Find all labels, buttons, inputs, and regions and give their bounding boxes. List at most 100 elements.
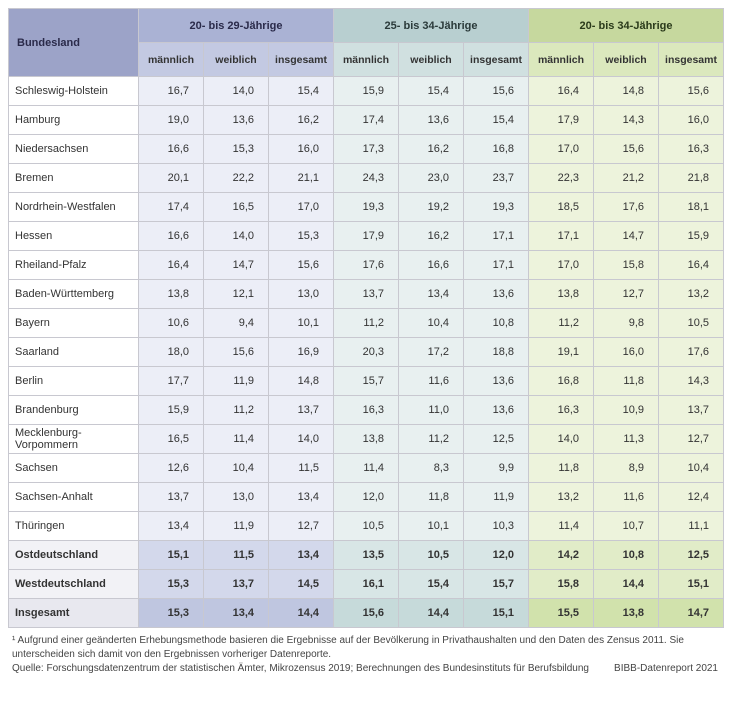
row-label: Insgesamt xyxy=(9,599,139,628)
cell: 11,3 xyxy=(594,425,659,454)
table-row: Saarland18,015,616,920,317,218,819,116,0… xyxy=(9,338,724,367)
cell: 21,8 xyxy=(659,164,724,193)
table-row: Ostdeutschland15,111,513,413,510,512,014… xyxy=(9,541,724,570)
cell: 13,0 xyxy=(204,483,269,512)
cell: 23,7 xyxy=(464,164,529,193)
cell: 11,2 xyxy=(204,396,269,425)
row-label: Hessen xyxy=(9,222,139,251)
cell: 17,0 xyxy=(529,135,594,164)
cell: 13,4 xyxy=(204,599,269,628)
cell: 11,9 xyxy=(464,483,529,512)
cell: 9,9 xyxy=(464,454,529,483)
cell: 17,6 xyxy=(659,338,724,367)
row-label: Nordrhein-Westfalen xyxy=(9,193,139,222)
row-label: Mecklenburg-Vorpommern xyxy=(9,425,139,454)
cell: 16,2 xyxy=(399,222,464,251)
cell: 14,4 xyxy=(594,570,659,599)
cell: 15,4 xyxy=(464,106,529,135)
cell: 14,5 xyxy=(269,570,334,599)
cell: 15,6 xyxy=(269,251,334,280)
cell: 10,4 xyxy=(204,454,269,483)
cell: 10,3 xyxy=(464,512,529,541)
table-row: Hamburg19,013,616,217,413,615,417,914,31… xyxy=(9,106,724,135)
cell: 15,6 xyxy=(464,77,529,106)
cell: 16,8 xyxy=(529,367,594,396)
cell: 11,9 xyxy=(204,512,269,541)
row-label: Niedersachsen xyxy=(9,135,139,164)
cell: 14,0 xyxy=(204,77,269,106)
cell: 17,0 xyxy=(529,251,594,280)
cell: 15,3 xyxy=(269,222,334,251)
cell: 13,5 xyxy=(334,541,399,570)
cell: 17,1 xyxy=(464,251,529,280)
cell: 17,4 xyxy=(334,106,399,135)
cell: 16,4 xyxy=(659,251,724,280)
credit-text: BIBB-Datenreport 2021 xyxy=(614,663,718,674)
cell: 13,4 xyxy=(269,541,334,570)
cell: 16,6 xyxy=(399,251,464,280)
cell: 16,4 xyxy=(139,251,204,280)
cell: 16,1 xyxy=(334,570,399,599)
cell: 11,4 xyxy=(529,512,594,541)
sub-header: insgesamt xyxy=(659,43,724,77)
cell: 15,8 xyxy=(529,570,594,599)
row-label: Baden-Württemberg xyxy=(9,280,139,309)
cell: 23,0 xyxy=(399,164,464,193)
cell: 17,1 xyxy=(464,222,529,251)
cell: 13,2 xyxy=(529,483,594,512)
cell: 9,8 xyxy=(594,309,659,338)
cell: 13,7 xyxy=(269,396,334,425)
cell: 15,1 xyxy=(139,541,204,570)
cell: 17,9 xyxy=(334,222,399,251)
cell: 12,7 xyxy=(594,280,659,309)
cell: 16,2 xyxy=(269,106,334,135)
cell: 16,0 xyxy=(269,135,334,164)
row-label: Berlin xyxy=(9,367,139,396)
row-label: Sachsen xyxy=(9,454,139,483)
cell: 12,7 xyxy=(269,512,334,541)
group-header-3: 20- bis 34-Jährige xyxy=(529,9,724,43)
cell: 11,0 xyxy=(399,396,464,425)
cell: 13,0 xyxy=(269,280,334,309)
cell: 13,8 xyxy=(334,425,399,454)
cell: 15,3 xyxy=(139,599,204,628)
row-label: Thüringen xyxy=(9,512,139,541)
row-label: Saarland xyxy=(9,338,139,367)
cell: 11,1 xyxy=(659,512,724,541)
cell: 11,8 xyxy=(529,454,594,483)
cell: 11,4 xyxy=(204,425,269,454)
sub-header: männlich xyxy=(529,43,594,77)
cell: 16,7 xyxy=(139,77,204,106)
cell: 16,6 xyxy=(139,135,204,164)
cell: 19,1 xyxy=(529,338,594,367)
table-row: Sachsen-Anhalt13,713,013,412,011,811,913… xyxy=(9,483,724,512)
source-text: Quelle: Forschungsdatenzentrum der stati… xyxy=(12,663,589,674)
table-header: Bundesland 20- bis 29-Jährige 25- bis 34… xyxy=(9,9,724,77)
cell: 11,6 xyxy=(594,483,659,512)
footnote: ¹ Aufgrund einer geänderten Erhebungsmet… xyxy=(8,628,722,663)
cell: 13,7 xyxy=(659,396,724,425)
sub-header: männlich xyxy=(139,43,204,77)
table-row: Mecklenburg-Vorpommern16,511,414,013,811… xyxy=(9,425,724,454)
cell: 13,6 xyxy=(464,280,529,309)
row-label: Rheiland-Pfalz xyxy=(9,251,139,280)
row-label: Westdeutschland xyxy=(9,570,139,599)
cell: 18,0 xyxy=(139,338,204,367)
cell: 15,3 xyxy=(204,135,269,164)
row-label: Bayern xyxy=(9,309,139,338)
sub-header: weiblich xyxy=(594,43,659,77)
cell: 16,6 xyxy=(139,222,204,251)
cell: 10,5 xyxy=(659,309,724,338)
cell: 11,8 xyxy=(399,483,464,512)
cell: 14,2 xyxy=(529,541,594,570)
cell: 19,3 xyxy=(334,193,399,222)
cell: 17,6 xyxy=(334,251,399,280)
table-row: Rheiland-Pfalz16,414,715,617,616,617,117… xyxy=(9,251,724,280)
cell: 15,7 xyxy=(464,570,529,599)
row-label: Brandenburg xyxy=(9,396,139,425)
cell: 15,1 xyxy=(464,599,529,628)
cell: 15,5 xyxy=(529,599,594,628)
cell: 18,8 xyxy=(464,338,529,367)
table-body: Schleswig-Holstein16,714,015,415,915,415… xyxy=(9,77,724,628)
cell: 15,4 xyxy=(269,77,334,106)
